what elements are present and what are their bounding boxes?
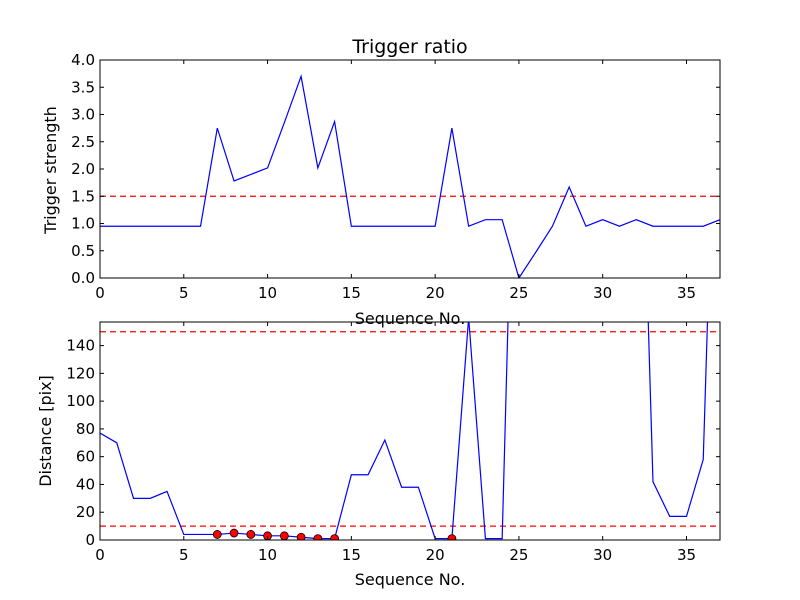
bottom-chart-series [100,322,709,540]
top-chart-plot-area [100,74,720,278]
x-tick-label: 0 [95,284,105,302]
y-tick-label: 40 [76,475,95,493]
x-tick-label: 35 [677,546,696,564]
y-tick-label: 4.0 [71,51,95,69]
data-point-1 [229,528,239,538]
y-tick-label: 1.0 [71,215,95,233]
x-tick-label: 5 [179,284,189,302]
top-chart-ylabel: Trigger strength [41,106,60,235]
data-point-2 [246,530,256,539]
series-line-0 [100,322,709,540]
x-tick-label: 25 [509,284,528,302]
y-tick-label: 0 [85,531,95,549]
y-tick-label: 2.5 [71,133,95,151]
bottom-chart-hlines [100,331,720,527]
top-chart-xlabel: Sequence No. [355,309,466,328]
data-point-0 [212,530,222,539]
top-chart-frame [99,59,721,279]
data-point-8 [447,534,457,540]
x-tick-label: 5 [179,546,189,564]
bottom-chart: 0 5 10 15 20 25 30 35 0 20 40 60 80 100 120 140 Sequen… [36,321,721,589]
top-chart-xticks: 0 5 10 15 20 25 30 35 [95,60,696,302]
y-tick-label: 2.0 [71,160,95,178]
x-tick-label: 30 [593,284,612,302]
x-tick-label: 20 [426,284,445,302]
top-chart-series [100,74,720,278]
data-point-7 [330,534,339,540]
x-tick-label: 10 [258,284,277,302]
y-tick-label: 0.0 [71,269,95,287]
y-tick-label: 140 [66,337,95,355]
x-tick-label: 15 [342,284,361,302]
bottom-chart-frame [99,321,721,541]
x-tick-label: 15 [342,546,361,564]
y-tick-label: 60 [76,448,95,466]
data-point-6 [313,534,323,540]
y-tick-label: 3.5 [71,78,95,96]
bottom-chart-ylabel: Distance [pix] [36,375,55,487]
series-line-0 [100,74,720,278]
x-tick-label: 0 [95,546,105,564]
x-tick-label: 10 [258,546,277,564]
x-tick-label: 20 [426,546,445,564]
top-chart: Trigger ratio 0 5 10 15 20 25 30 35 0.0 0.5 1.0 1.… [41,36,721,328]
bottom-chart-plot-area [100,322,720,540]
y-tick-label: 120 [66,364,95,382]
y-tick-label: 20 [76,503,95,521]
top-chart-title: Trigger ratio [351,36,467,58]
top-chart-yticks: 0.0 0.5 1.0 1.5 2.0 2.5 3.0 3.5 4.0 [71,51,720,287]
y-tick-label: 1.5 [71,187,95,205]
bottom-chart-yticks: 0 20 40 60 80 100 120 140 [66,337,720,549]
x-tick-label: 30 [593,546,612,564]
data-point-5 [296,532,306,540]
y-tick-label: 80 [76,420,95,438]
bottom-chart-xlabel: Sequence No. [355,570,466,589]
y-tick-label: 3.0 [71,106,95,124]
y-tick-label: 0.5 [71,242,95,260]
x-tick-label: 35 [677,284,696,302]
y-tick-label: 100 [66,392,95,410]
bottom-chart-xticks: 0 5 10 15 20 25 30 35 [95,322,696,564]
x-tick-label: 25 [509,546,528,564]
data-point-4 [279,531,289,540]
